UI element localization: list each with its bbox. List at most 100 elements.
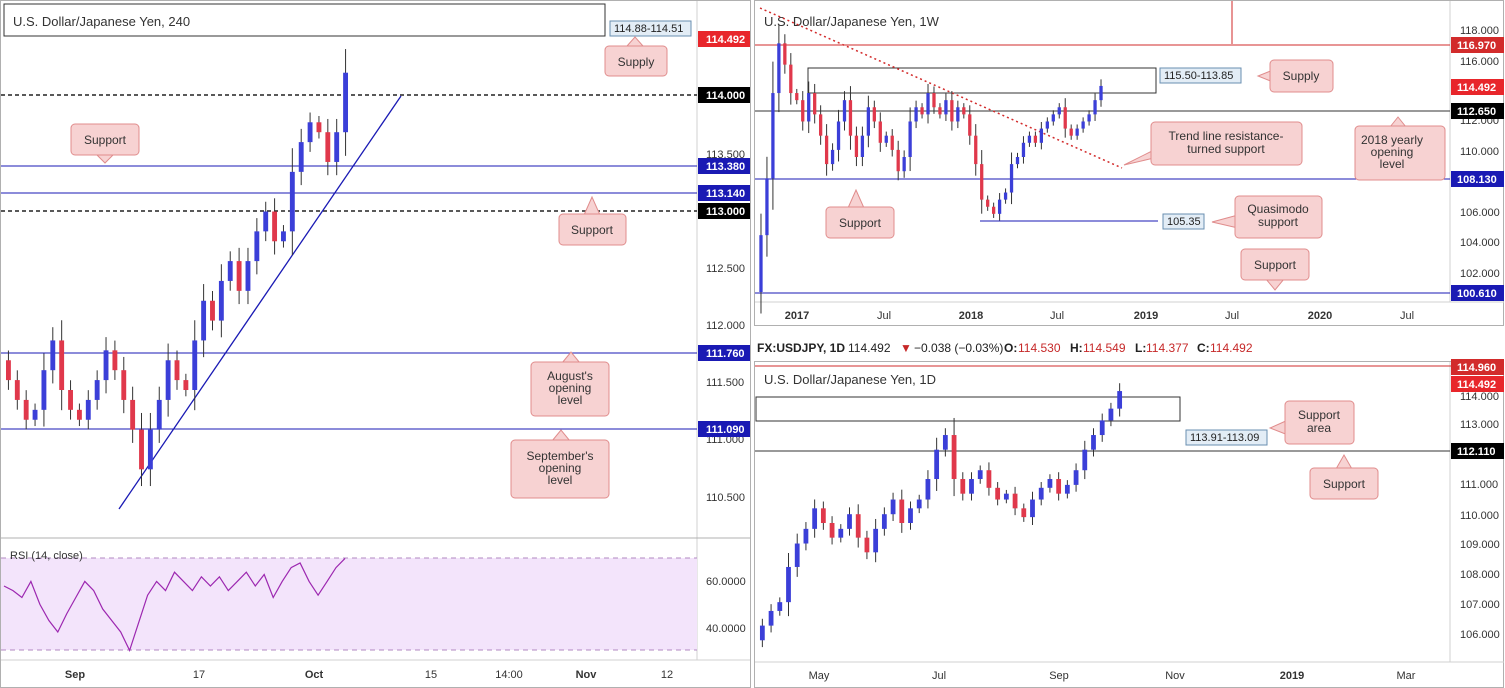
- candle-body: [925, 479, 931, 500]
- d1-close: 114.492: [1210, 341, 1253, 355]
- candle-body: [1069, 128, 1073, 136]
- candle-body: [156, 399, 162, 430]
- candle-body: [908, 121, 912, 157]
- candle-body: [899, 499, 905, 523]
- h4-panel: U.S. Dollar/Japanese Yen, 240 113.500 11…: [0, 0, 751, 688]
- svg-text:114.492: 114.492: [1457, 379, 1496, 391]
- candle-body: [1003, 192, 1008, 200]
- candle-body: [1027, 135, 1032, 143]
- w1-callout-supply: Supply: [1256, 59, 1334, 93]
- d1-chart-title: U.S. Dollar/Japanese Yen, 1D: [764, 372, 936, 387]
- svg-text:17: 17: [193, 669, 205, 681]
- candle-body: [1012, 493, 1018, 509]
- w1-price-label-100610: [1451, 285, 1504, 301]
- w1-candles: [759, 24, 1103, 314]
- h4-ytick: 112.000: [706, 320, 745, 332]
- svg-text:118.000: 118.000: [1460, 25, 1499, 37]
- candle-body: [1051, 114, 1055, 122]
- svg-text:Support: Support: [1323, 477, 1366, 491]
- candle-body: [789, 64, 793, 94]
- candle-body: [951, 435, 957, 480]
- svg-text:100.610: 100.610: [1457, 288, 1497, 300]
- candle-body: [759, 625, 765, 641]
- svg-text:102.000: 102.000: [1460, 268, 1500, 280]
- candle-body: [938, 107, 942, 115]
- candle-body: [942, 435, 948, 450]
- candle-body: [878, 121, 882, 143]
- d1-open: 114.530: [1018, 341, 1061, 355]
- candle-body: [956, 107, 960, 122]
- h4-callout-august-opening: August's opening level: [530, 351, 610, 417]
- candle-body: [1039, 128, 1044, 143]
- svg-text:Jul: Jul: [877, 310, 891, 322]
- candle-body: [298, 142, 304, 172]
- candle-body: [896, 149, 900, 172]
- candle-body: [795, 93, 799, 101]
- candle-body: [210, 300, 215, 321]
- candle-body: [85, 399, 91, 420]
- w1-trendline: [759, 7, 1123, 169]
- w1-callout-support: Support: [825, 188, 895, 239]
- h4-x-axis: Sep 17 Oct 15 14:00 Nov 12: [65, 669, 673, 681]
- h4-rsi-ytick: 60.0000: [706, 576, 746, 588]
- candle-body: [334, 132, 340, 162]
- svg-text:113.000: 113.000: [1460, 419, 1499, 431]
- w1-zone-range-label: [1159, 67, 1242, 84]
- candle-body: [1056, 479, 1062, 494]
- candle-body: [227, 261, 233, 281]
- candle-body: [289, 171, 295, 232]
- candle-body: [112, 350, 118, 371]
- candle-body: [1073, 470, 1079, 485]
- candle-body: [968, 114, 972, 136]
- candle-body: [1030, 499, 1035, 518]
- svg-text:2019: 2019: [1280, 670, 1304, 682]
- candle-body: [864, 537, 870, 553]
- d1-symbol: FX:USDJPY, 1D: [757, 341, 845, 355]
- h4-candles: [5, 49, 349, 487]
- svg-text:106.000: 106.000: [1460, 207, 1500, 219]
- candle-body: [974, 135, 978, 165]
- svg-text:115.50-113.85: 115.50-113.85: [1164, 70, 1233, 82]
- candle-body: [147, 429, 153, 470]
- candle-body: [1015, 157, 1020, 165]
- svg-text:113.380: 113.380: [706, 161, 745, 173]
- svg-text:Mar: Mar: [1397, 670, 1416, 682]
- candle-body: [165, 360, 171, 400]
- svg-text:12: 12: [661, 669, 673, 681]
- candle-body: [759, 235, 763, 292]
- svg-text:Sep: Sep: [65, 669, 85, 681]
- h4-price-label-111760: [698, 345, 750, 361]
- candle-body: [801, 100, 805, 122]
- w1-panel: U.S. Dollar/Japanese Yen, 1W 118.000 116…: [754, 0, 1504, 326]
- candle-body: [1099, 85, 1103, 101]
- d1-zone-range-label: [1185, 429, 1268, 446]
- h4-chart-title: U.S. Dollar/Japanese Yen, 240: [13, 14, 190, 29]
- candle-body: [41, 370, 47, 410]
- d1-callout-support: Support: [1309, 453, 1379, 500]
- d1-y-axis: 114.000 113.000 111.000 110.000 109.000 …: [1460, 391, 1500, 641]
- h4-price-labels: 114.492 114.000 113.380 113.140 113.000 …: [698, 31, 750, 437]
- candle-body: [997, 199, 1002, 214]
- candle-body: [1003, 493, 1009, 500]
- candle-body: [139, 429, 144, 470]
- candle-body: [121, 370, 127, 400]
- candle-body: [855, 514, 861, 538]
- svg-text:2020: 2020: [1308, 310, 1332, 322]
- candle-body: [995, 487, 1001, 500]
- candle-body: [1063, 107, 1067, 129]
- d1-x-axis: May Jul Sep Nov 2019 Mar: [809, 670, 1416, 682]
- svg-text:105.35: 105.35: [1167, 216, 1201, 228]
- d1-change: −0.038 (−0.03%): [914, 341, 1003, 355]
- h4-rsi-band: [1, 558, 697, 650]
- candle-body: [1033, 135, 1038, 143]
- h4-rsi-label: RSI (14, close): [10, 550, 83, 562]
- h4-price-label-113380: [698, 158, 750, 174]
- candle-body: [962, 107, 966, 115]
- w1-chart-title: U.S. Dollar/Japanese Yen, 1W: [764, 14, 940, 29]
- svg-text:113.140: 113.140: [706, 188, 745, 200]
- svg-text:Jul: Jul: [1225, 310, 1239, 322]
- svg-text:Jul: Jul: [1050, 310, 1064, 322]
- w1-supply-zone: [807, 67, 1157, 94]
- w1-quasimodo-label: [1162, 213, 1205, 230]
- svg-text:116.000: 116.000: [1460, 56, 1499, 68]
